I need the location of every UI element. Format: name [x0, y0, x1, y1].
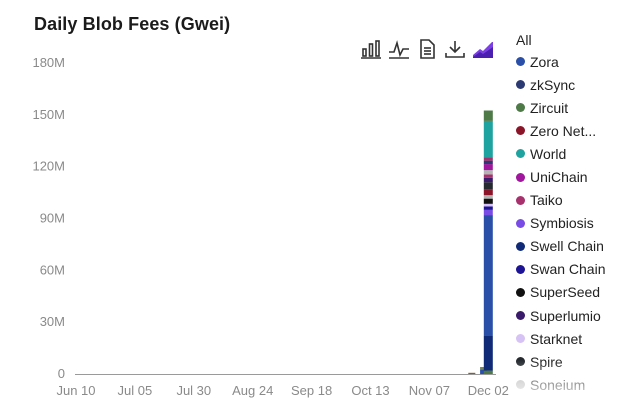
legend-label: World: [530, 145, 567, 162]
legend-swatch: [516, 264, 525, 274]
bar-segment[interactable]: [483, 182, 493, 190]
legend-label: UniChain: [530, 169, 588, 186]
bar-segment[interactable]: [483, 164, 493, 171]
legend-item[interactable]: zkSync: [516, 73, 624, 96]
bar-segment[interactable]: [483, 198, 493, 204]
legend-swatch: [516, 218, 525, 228]
bar-segment[interactable]: [483, 206, 493, 210]
download-icon[interactable]: [441, 36, 469, 62]
y-tick-label: 150M: [32, 107, 65, 122]
legend-item[interactable]: World: [516, 142, 624, 165]
chart-toolbar: [357, 36, 497, 62]
legend-all-toggle[interactable]: All: [516, 32, 532, 48]
bar-segment[interactable]: [483, 209, 493, 216]
legend-item[interactable]: Taiko: [516, 189, 624, 212]
legend-label: Taiko: [530, 192, 563, 209]
legend-swatch: [516, 57, 525, 67]
bar-segment[interactable]: [480, 369, 488, 374]
bar-segment[interactable]: [483, 177, 493, 183]
legend-swatch: [516, 149, 525, 159]
legend-label: Zircuit: [530, 99, 569, 116]
y-tick-label: 120M: [32, 159, 65, 174]
x-tick-label: Oct 13: [351, 383, 389, 398]
stacked-bar-chart: 0 30M 60M 90M 120M 150M 180M Jun 10 Jul 05 Jul 3…: [32, 55, 508, 398]
legend-item[interactable]: Zero Net...: [516, 119, 624, 142]
bar-segment[interactable]: [483, 195, 493, 199]
bar-segment[interactable]: [483, 174, 493, 178]
bar-segment[interactable]: [483, 335, 493, 371]
y-tick-label: 60M: [40, 262, 65, 277]
bar-segment[interactable]: [483, 215, 493, 336]
bar-chart-icon[interactable]: [357, 36, 385, 62]
x-tick-label: Nov 07: [409, 383, 450, 398]
legend-label: Starknet: [530, 330, 583, 347]
legend-swatch: [516, 311, 525, 321]
legend-swatch: [516, 172, 525, 182]
bar-segment[interactable]: [468, 373, 476, 374]
legend: All Zora zkSync Zircuit Zero Net... World Uni…: [516, 30, 624, 392]
x-tick-label: Jul 30: [176, 383, 211, 398]
legend-item[interactable]: UniChain: [516, 165, 624, 188]
x-tick-label: Jul 05: [118, 383, 153, 398]
bar-segment[interactable]: [483, 120, 493, 158]
bar-segment[interactable]: [480, 367, 488, 369]
legend-label: Zero Net...: [530, 122, 597, 139]
y-tick-label: 180M: [32, 55, 65, 70]
legend-item[interactable]: Soneium: [516, 373, 624, 392]
bar-segment[interactable]: [483, 110, 493, 121]
bar-segment[interactable]: [468, 372, 476, 374]
legend-swatch: [516, 80, 525, 90]
legend-swatch: [516, 195, 525, 205]
legend-label: zkSync: [530, 76, 576, 93]
x-tick-label: Sep 18: [291, 383, 332, 398]
legend-item[interactable]: Spire: [516, 350, 624, 373]
legend-swatch: [516, 357, 525, 367]
y-tick-label: 0: [58, 366, 65, 381]
y-tick-label: 90M: [40, 211, 65, 226]
legend-label: Swan Chain: [530, 261, 606, 278]
legend-item[interactable]: Starknet: [516, 327, 624, 350]
legend-item[interactable]: Swan Chain: [516, 258, 624, 281]
legend-label: Swell Chain: [530, 238, 604, 255]
document-icon[interactable]: [413, 36, 441, 62]
legend-item[interactable]: SuperSeed: [516, 281, 624, 304]
y-tick-label: 30M: [40, 314, 65, 329]
legend-item[interactable]: Zora: [516, 50, 624, 73]
x-tick-label: Dec 02: [468, 383, 509, 398]
legend-swatch: [516, 103, 525, 113]
legend-label: Spire: [530, 353, 563, 370]
legend-item[interactable]: Superlumio: [516, 304, 624, 327]
legend-swatch: [516, 241, 525, 251]
bar-segment[interactable]: [483, 157, 493, 161]
legend-label: Zora: [530, 53, 559, 70]
legend-items: Zora zkSync Zircuit Zero Net... World UniChai…: [516, 50, 624, 392]
line-chart-icon[interactable]: [385, 36, 413, 62]
bar-segment[interactable]: [483, 160, 493, 165]
chart-title: Daily Blob Fees (Gwei): [34, 14, 231, 34]
legend-swatch: [516, 287, 525, 297]
x-tick-label: Aug 24: [232, 383, 273, 398]
y-axis: 0 30M 60M 90M 120M 150M 180M: [32, 55, 65, 381]
legend-swatch: [516, 380, 525, 390]
bars-group: [468, 110, 493, 374]
bar-segment[interactable]: [483, 203, 493, 207]
x-tick-label: Jun 10: [56, 383, 95, 398]
bar-segment[interactable]: [483, 189, 493, 196]
legend-label: Soneium: [530, 376, 586, 392]
area-chart-icon[interactable]: [469, 36, 497, 62]
legend-label: Superlumio: [530, 307, 601, 324]
legend-label: SuperSeed: [530, 284, 601, 301]
legend-item[interactable]: Swell Chain: [516, 235, 624, 258]
legend-label: Symbiosis: [530, 215, 594, 232]
bar-segment[interactable]: [480, 368, 488, 370]
bar-segment[interactable]: [483, 370, 493, 374]
x-axis: Jun 10 Jul 05 Jul 30 Aug 24 Sep 18 Oct 13 Nov …: [56, 383, 508, 398]
bar-segment[interactable]: [483, 170, 493, 175]
legend-item[interactable]: Symbiosis: [516, 212, 624, 235]
legend-swatch: [516, 334, 525, 344]
legend-item[interactable]: Zircuit: [516, 96, 624, 119]
legend-swatch: [516, 126, 525, 136]
